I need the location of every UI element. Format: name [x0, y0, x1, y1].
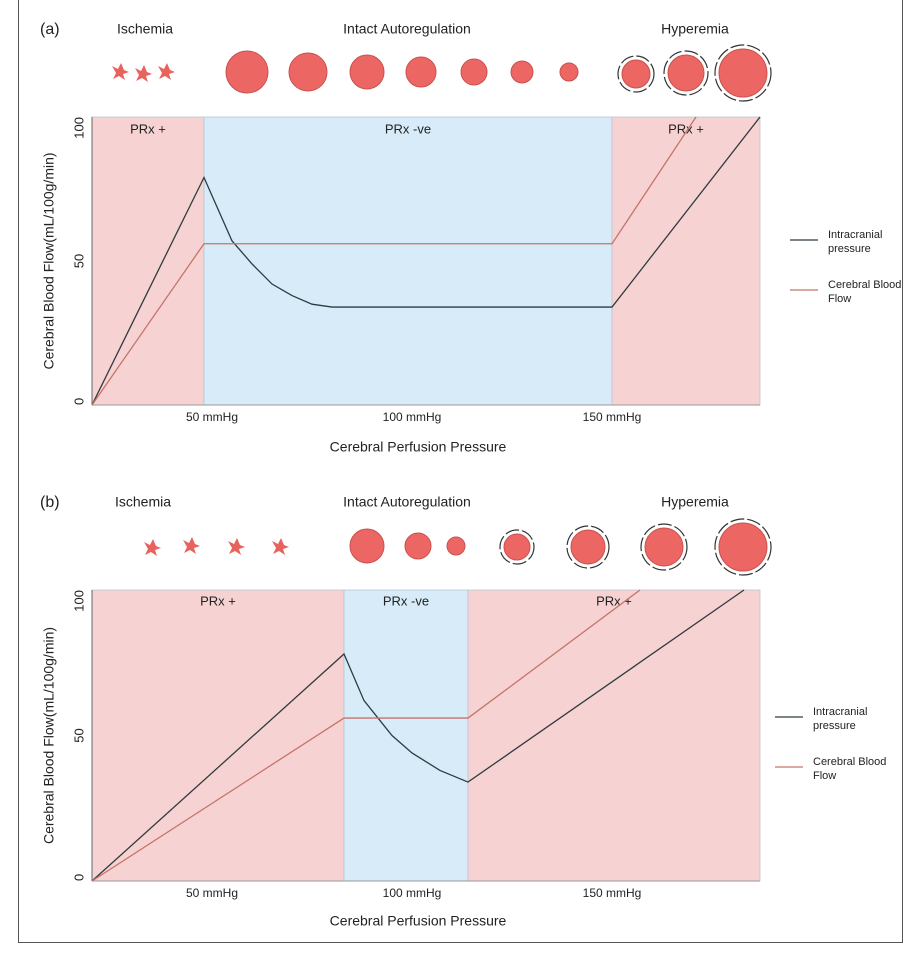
icon — [158, 63, 175, 80]
y-axis-label: Cerebral Blood Flow(mL/100g/min) — [41, 152, 57, 369]
x-tick-label: 100 mmHg — [383, 886, 442, 900]
y-axis-label: Cerebral Blood Flow(mL/100g/min) — [41, 627, 57, 844]
icon — [446, 536, 466, 556]
icon — [667, 54, 705, 92]
icon — [405, 56, 437, 88]
frame — [18, 0, 903, 943]
icon — [644, 527, 684, 567]
icon — [718, 522, 768, 572]
series-line — [91, 116, 761, 406]
x-tick-label: 50 mmHg — [186, 886, 238, 900]
annotation: Hyperemia — [661, 21, 729, 37]
region — [91, 589, 345, 882]
region — [343, 589, 469, 882]
icon — [404, 532, 432, 560]
region-label: PRx + — [596, 593, 632, 608]
icon — [559, 62, 579, 82]
legend-label: Intracranial pressure — [828, 229, 883, 255]
vessel-icons-b — [144, 518, 772, 576]
region — [91, 116, 205, 406]
annotation: Ischemia — [115, 494, 171, 510]
region-label: PRx -ve — [383, 593, 429, 608]
icon — [460, 58, 488, 86]
y-tick-label: 0 — [71, 398, 86, 405]
icon — [718, 48, 768, 98]
series-line — [91, 589, 641, 882]
icon — [112, 63, 129, 80]
region-label: PRx + — [200, 593, 236, 608]
y-tick-label: 0 — [71, 874, 86, 881]
x-tick-label: 150 mmHg — [583, 410, 642, 424]
icon — [144, 539, 161, 556]
icon — [621, 59, 651, 89]
panel-label: (b) — [40, 494, 60, 511]
annotation: Intact Autoregulation — [343, 494, 471, 510]
x-axis-label: Cerebral Perfusion Pressure — [330, 913, 507, 929]
legend-label: Cerebral Blood Flow — [813, 756, 887, 782]
icon — [135, 65, 152, 82]
region — [467, 589, 761, 882]
icon — [566, 525, 610, 569]
y-tick-label: 50 — [71, 254, 86, 268]
icon — [714, 44, 772, 102]
annotation: Intact Autoregulation — [343, 21, 471, 37]
series-line — [91, 116, 697, 406]
region — [611, 116, 761, 406]
region-label: PRx + — [130, 121, 166, 136]
icon — [503, 533, 531, 561]
series-line — [91, 589, 745, 882]
y-tick-label: 100 — [71, 117, 86, 139]
y-tick-label: 100 — [71, 590, 86, 612]
region — [203, 116, 613, 406]
icon — [510, 60, 534, 84]
icon — [617, 55, 655, 93]
icon — [288, 52, 328, 92]
vessel-icons-a — [112, 44, 772, 102]
icon — [228, 538, 245, 555]
x-tick-label: 50 mmHg — [186, 410, 238, 424]
icon — [349, 54, 385, 90]
x-tick-label: 150 mmHg — [583, 886, 642, 900]
annotation: Ischemia — [117, 21, 173, 37]
icon — [663, 50, 709, 96]
x-axis-label: Cerebral Perfusion Pressure — [330, 439, 507, 455]
icon — [570, 529, 606, 565]
icon — [272, 538, 289, 555]
icon — [183, 537, 200, 554]
legend-label: Cerebral Blood Flow — [828, 279, 902, 305]
region-label: PRx -ve — [385, 121, 431, 136]
legend-label: Intracranial pressure — [813, 706, 868, 732]
x-tick-label: 100 mmHg — [383, 410, 442, 424]
icon — [349, 528, 385, 564]
icon — [640, 523, 688, 571]
panel-label: (a) — [40, 21, 60, 38]
y-tick-label: 50 — [71, 728, 86, 742]
annotation: Hyperemia — [661, 494, 729, 510]
icon — [225, 50, 269, 94]
icon — [714, 518, 772, 576]
icon — [499, 529, 535, 565]
region-label: PRx + — [668, 121, 704, 136]
